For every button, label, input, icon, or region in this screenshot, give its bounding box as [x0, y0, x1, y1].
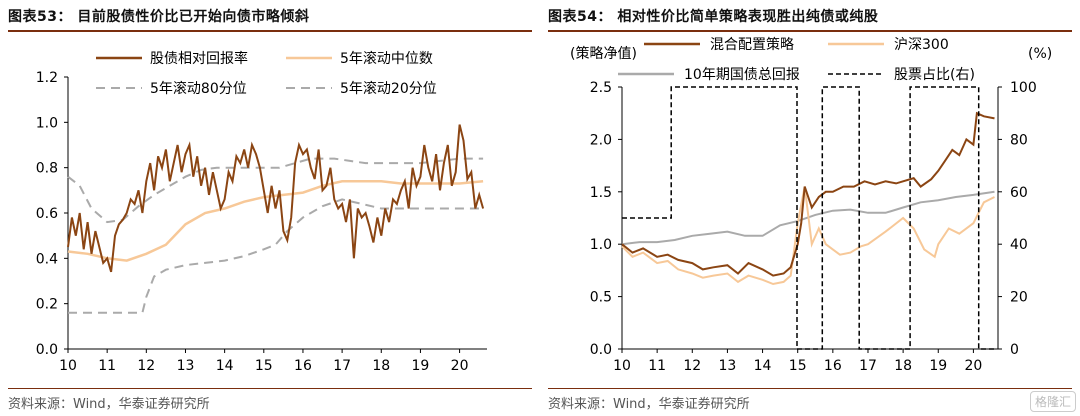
x-tick-label: 11 [648, 358, 666, 374]
x-tick-label: 12 [683, 358, 701, 374]
watermark-logo: 格隆汇 [1029, 391, 1076, 412]
right-source-note: 资料来源：Wind，华泰证券研究所 [548, 388, 1072, 414]
left-y-tick-label: 0.5 [590, 290, 612, 306]
series-line-2 [621, 186, 995, 286]
right-figure-title: 图表54： 相对性价比简单策略表现胜出纯债或纯股 [548, 9, 879, 25]
left-axis-unit-label: (策略净值) [570, 45, 637, 62]
series-line-2 [67, 180, 484, 262]
x-tick-label: 19 [929, 358, 947, 374]
x-tick-label: 14 [754, 358, 772, 374]
y-tick-label: 1.0 [36, 115, 58, 131]
x-tick-label: 10 [613, 358, 631, 374]
series-line-3 [67, 157, 484, 224]
right-title-bar: 图表54： 相对性价比简单策略表现胜出纯债或纯股 [548, 4, 1072, 32]
right-y-tick-label: 100 [1010, 80, 1037, 96]
series-line-3 [621, 190, 995, 246]
left-source-note: 资料来源：Wind，华泰证券研究所 [8, 388, 532, 414]
x-tick-label: 12 [137, 358, 155, 374]
series-line-1 [67, 124, 485, 273]
y-tick-label: 0.4 [36, 251, 58, 267]
right-y-tick-label: 20 [1010, 290, 1028, 306]
legend-label: 5年滚动20分位 [340, 80, 437, 97]
x-tick-label: 14 [216, 358, 234, 374]
legend-label: 沪深300 [894, 37, 949, 53]
legend-label: 股票占比(右) [894, 67, 975, 83]
x-tick-label: 11 [98, 358, 116, 374]
left-figure: 图表53： 目前股债性价比已开始向债市略倾斜 0.0 0.2 0.4 0.6 0.8 1.… [8, 4, 532, 414]
x-tick-label: 16 [824, 358, 842, 374]
x-tick-label: 20 [964, 358, 982, 374]
x-tick-label: 17 [859, 358, 877, 374]
x-tick-label: 17 [333, 358, 351, 374]
x-tick-label: 18 [894, 358, 912, 374]
y-tick-label: 0.6 [36, 206, 58, 222]
left-y-tick-label: 0.0 [590, 342, 612, 358]
x-tick-label: 18 [372, 358, 390, 374]
left-title-bar: 图表53： 目前股债性价比已开始向债市略倾斜 [8, 4, 532, 32]
right-y-tick-label: 0 [1010, 342, 1019, 358]
x-tick-label: 13 [719, 358, 737, 374]
y-tick-label: 0.8 [36, 161, 58, 177]
left-figure-title: 图表53： 目前股债性价比已开始向债市略倾斜 [8, 9, 310, 25]
left-y-tick-label: 1.0 [590, 237, 612, 253]
y-tick-label: 1.2 [36, 70, 58, 86]
series-line-1 [621, 111, 995, 277]
x-tick-label: 10 [59, 358, 77, 374]
x-tick-label: 19 [412, 358, 430, 374]
x-tick-label: 20 [451, 358, 469, 374]
y-tick-label: 0.2 [36, 297, 58, 313]
right-figure: 图表54： 相对性价比简单策略表现胜出纯债或纯股 0.0 0.5 1.0 1.5 2.0… [540, 0, 1080, 416]
y-tick-label: 0.0 [36, 342, 58, 358]
x-tick-label: 15 [255, 358, 273, 374]
right-axis-unit-label: (%) [1028, 46, 1052, 62]
right-y-tick-label: 40 [1010, 237, 1028, 253]
series-line-4 [622, 86, 995, 350]
right-y-tick-label: 80 [1010, 132, 1028, 148]
legend-label: 5年滚动中位数 [340, 50, 433, 67]
left-y-tick-label: 2.0 [590, 132, 612, 148]
legend-label: 混合配置策略 [710, 36, 794, 53]
x-tick-label: 13 [177, 358, 195, 374]
legend-label: 5年滚动80分位 [150, 80, 247, 97]
right-chart: 0.0 0.5 1.0 1.5 2.0 2.5 0 20 40 60 80 100 10 11 12 13 14… [570, 36, 1052, 374]
legend-label: 10年期国债总回报 [684, 67, 800, 83]
x-tick-label: 15 [789, 358, 807, 374]
legend-label: 股债相对回报率 [150, 50, 248, 67]
series-line-4 [68, 198, 484, 314]
x-tick-label: 16 [294, 358, 312, 374]
left-chart: 0.0 0.2 0.4 0.6 0.8 1.0 1.2 10 11 12 13 14 15 16 17 18 1… [36, 50, 487, 374]
right-y-tick-label: 60 [1010, 185, 1028, 201]
left-y-tick-label: 2.5 [590, 80, 612, 96]
left-y-tick-label: 1.5 [590, 185, 612, 201]
